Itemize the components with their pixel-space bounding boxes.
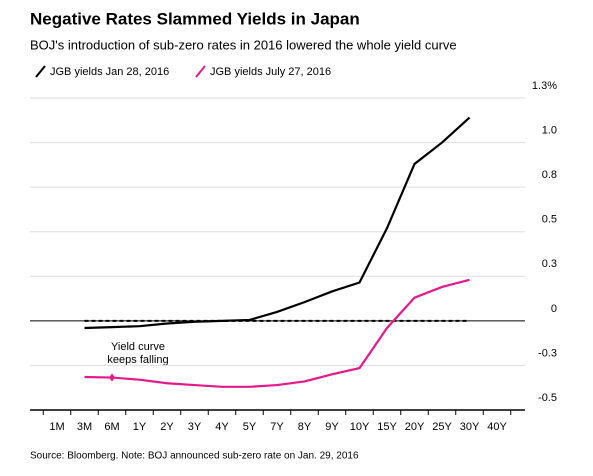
y-tick-label: 0.3	[542, 258, 557, 270]
y-tick-label: 1.0	[542, 124, 557, 136]
y-tick-label: -0.5	[538, 392, 557, 404]
x-tick-label: 10Y	[350, 421, 370, 433]
y-tick-label: 0	[551, 303, 557, 315]
annotation-marker	[109, 373, 115, 382]
x-tick-label: 1Y	[133, 421, 147, 433]
series-line	[84, 278, 470, 388]
annotation: Yield curve	[111, 341, 165, 353]
y-tick-label: 0.8	[542, 169, 557, 181]
x-tick-label: 3Y	[188, 421, 202, 433]
x-tick-label: 5Y	[243, 421, 257, 433]
x-tick-label: 1M	[49, 421, 64, 433]
y-tick-label: 0.5	[542, 214, 557, 226]
x-tick-label: 40Y	[487, 421, 507, 433]
x-tick-label: 3M	[77, 421, 92, 433]
x-tick-label: 4Y	[215, 421, 229, 433]
x-tick-label: 30Y	[460, 421, 480, 433]
y-tick-label: 1.3%	[532, 80, 557, 92]
x-tick-label: 6M	[104, 421, 119, 433]
annotation: keeps falling	[107, 354, 168, 366]
x-tick-label: 15Y	[377, 421, 397, 433]
x-tick-label: 8Y	[298, 421, 312, 433]
x-tick-label: 9Y	[325, 421, 339, 433]
x-tick-label: 20Y	[405, 421, 425, 433]
chart-title: Negative Rates Slammed Yields in Japan	[30, 9, 360, 28]
chart-subtitle: BOJ's introduction of sub-zero rates in …	[30, 37, 457, 52]
series-line	[84, 116, 471, 330]
x-tick-label: 25Y	[432, 421, 452, 433]
legend-swatch	[35, 65, 46, 78]
legend-label: JGB yields Jan 28, 2016	[50, 66, 169, 78]
x-tick-label: 7Y	[270, 421, 284, 433]
y-tick-label: -0.3	[538, 347, 557, 359]
legend-swatch	[195, 65, 206, 78]
source: Source: Bloomberg. Note: BOJ announced s…	[30, 451, 359, 462]
x-tick-label: 2Y	[160, 421, 174, 433]
legend-label: JGB yields July 27, 2016	[210, 66, 331, 78]
